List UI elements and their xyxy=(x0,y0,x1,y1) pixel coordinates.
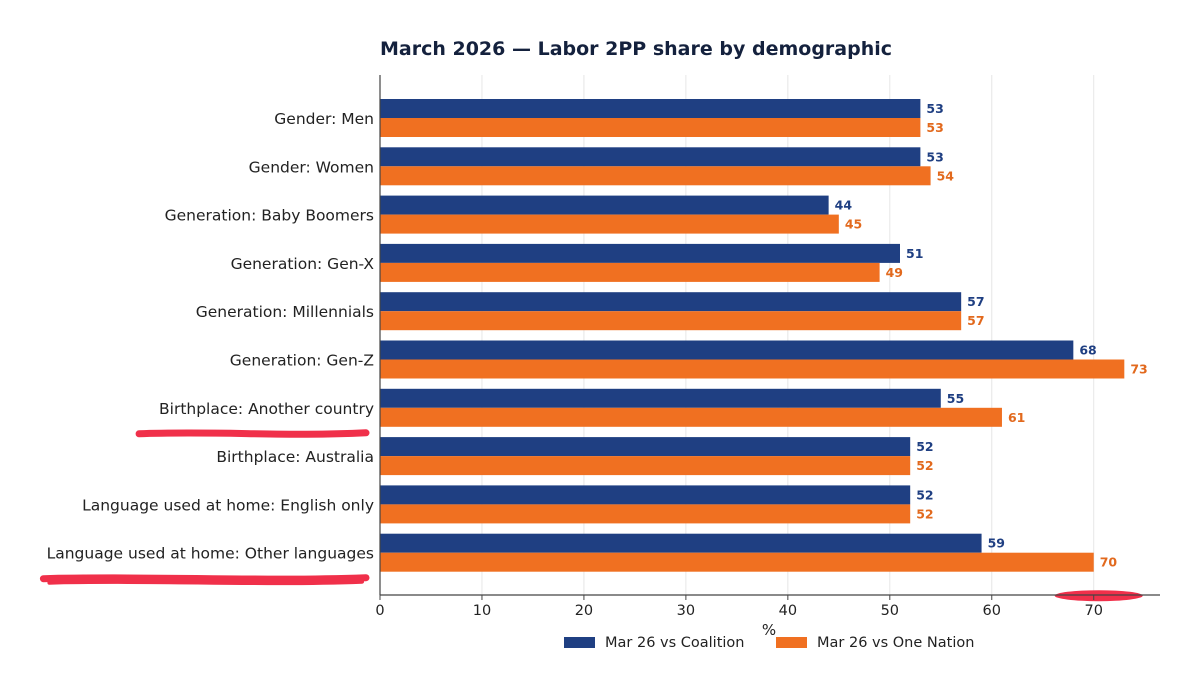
bar-coalition xyxy=(380,533,982,553)
category-label: Language used at home: English only xyxy=(82,496,374,514)
data-label: 57 xyxy=(967,313,984,328)
x-tick-label: 60 xyxy=(983,603,1001,619)
data-label: 51 xyxy=(906,246,923,261)
bar-coalition xyxy=(380,485,911,505)
data-label: 49 xyxy=(886,265,903,280)
bar-coalition xyxy=(380,147,921,167)
bar-one-nation xyxy=(380,262,880,282)
data-label: 53 xyxy=(926,120,943,135)
legend-entry: Mar 26 vs Coalition xyxy=(605,635,745,651)
data-label: 59 xyxy=(988,536,1005,551)
data-label: 52 xyxy=(916,458,933,473)
bar-coalition xyxy=(380,243,900,263)
x-tick-label: 70 xyxy=(1084,603,1102,619)
bar-one-nation xyxy=(380,359,1125,379)
x-tick-label: 0 xyxy=(375,603,384,619)
bar-coalition xyxy=(380,437,911,457)
highlight-underline xyxy=(39,574,370,583)
category-label: Language used at home: Other languages xyxy=(47,545,374,563)
bar-one-nation xyxy=(380,456,911,476)
category-label: Generation: Millennials xyxy=(196,303,374,321)
bar-coalition xyxy=(380,340,1074,360)
bar-one-nation xyxy=(380,407,1002,427)
bar-one-nation xyxy=(380,166,931,186)
highlight-marks xyxy=(39,429,1143,602)
bars xyxy=(380,99,1125,572)
data-label: 52 xyxy=(916,439,933,454)
x-tick-label: 10 xyxy=(473,603,491,619)
highlight-underline xyxy=(47,579,364,586)
data-label: 52 xyxy=(916,487,933,502)
bar-one-nation xyxy=(380,504,911,524)
legend: Mar 26 vs Coalition Mar 26 vs One Nation xyxy=(564,635,974,651)
x-tick-label: 30 xyxy=(677,603,695,619)
data-label: 57 xyxy=(967,294,984,309)
chart-title: March 2026 — Labor 2PP share by demograp… xyxy=(380,38,892,60)
bar-one-nation xyxy=(380,311,962,331)
data-label: 61 xyxy=(1008,410,1025,425)
data-label: 54 xyxy=(937,168,955,183)
data-label: 68 xyxy=(1079,343,1096,358)
highlight-underline xyxy=(135,429,370,438)
legend-entry: Mar 26 vs One Nation xyxy=(817,635,974,651)
data-label: 55 xyxy=(947,391,964,406)
category-label: Gender: Men xyxy=(274,110,374,128)
x-tick-label: 50 xyxy=(881,603,899,619)
bar-coalition xyxy=(380,195,829,215)
bar-one-nation xyxy=(380,552,1094,572)
bar-one-nation xyxy=(380,118,921,137)
category-label: Birthplace: Another country xyxy=(159,400,374,418)
data-label: 73 xyxy=(1130,362,1147,377)
data-label: 53 xyxy=(926,149,943,164)
bar-coalition xyxy=(380,388,941,408)
category-label: Birthplace: Australia xyxy=(216,448,374,466)
category-label: Generation: Gen-Z xyxy=(230,352,374,370)
labels: 53 53 Gender: Men 53 54 Gender: Women 44 45 Gene… xyxy=(47,101,1148,619)
category-label: Generation: Baby Boomers xyxy=(165,207,374,225)
legend-swatch xyxy=(776,637,807,648)
legend-swatch xyxy=(564,637,595,648)
x-axis-title: % xyxy=(762,621,776,639)
highlight-underline xyxy=(1054,590,1143,602)
category-label: Gender: Women xyxy=(249,158,374,176)
x-tick-label: 20 xyxy=(575,603,593,619)
category-label: Generation: Gen-X xyxy=(231,255,375,273)
data-label: 45 xyxy=(845,217,862,232)
bar-coalition xyxy=(380,292,962,312)
data-label: 53 xyxy=(926,101,943,116)
bar-coalition xyxy=(380,99,921,118)
axes xyxy=(379,75,1160,600)
x-tick-label: 40 xyxy=(779,603,797,619)
data-label: 70 xyxy=(1100,555,1118,570)
data-label: 52 xyxy=(916,506,933,521)
data-label: 44 xyxy=(835,198,853,213)
bar-one-nation xyxy=(380,214,839,234)
